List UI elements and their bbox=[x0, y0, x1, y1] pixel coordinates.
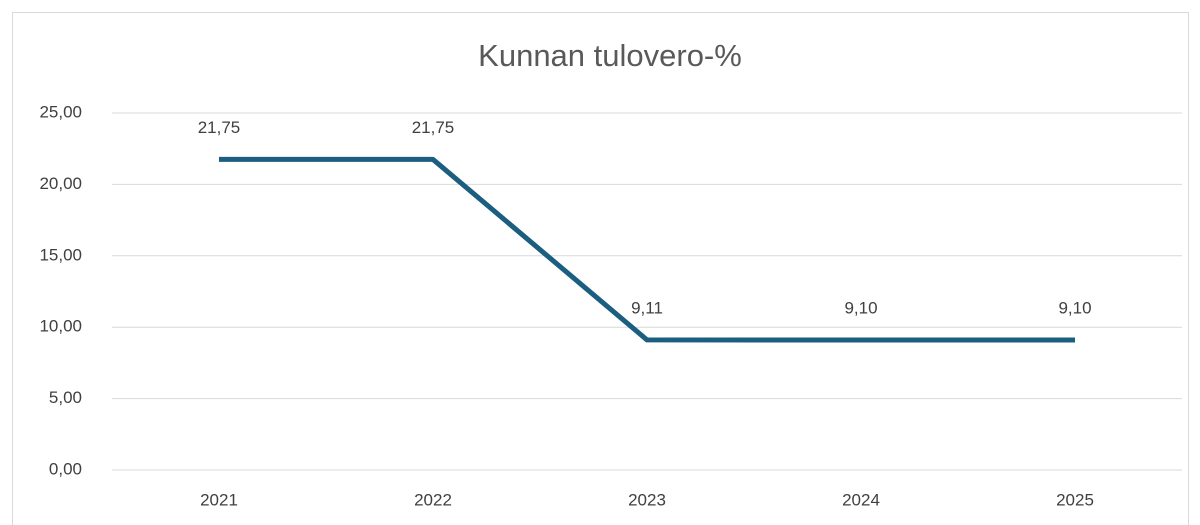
y-tick-label: 25,00 bbox=[39, 102, 82, 121]
y-tick-label: 15,00 bbox=[39, 245, 82, 264]
x-tick-label: 2023 bbox=[628, 490, 666, 509]
data-label: 9,10 bbox=[844, 299, 877, 318]
data-label: 9,11 bbox=[631, 298, 663, 317]
x-tick-label: 2022 bbox=[414, 490, 452, 509]
y-tick-label: 5,00 bbox=[49, 388, 82, 407]
chart-border bbox=[12, 12, 1189, 525]
line bbox=[219, 156, 1075, 343]
y-tick-label: 20,00 bbox=[39, 174, 82, 193]
y-tick-label: 10,00 bbox=[39, 317, 82, 336]
y-tick-label: 0,00 bbox=[49, 459, 82, 478]
x-tick-label: 2021 bbox=[200, 490, 238, 509]
x-tick-label: 2025 bbox=[1056, 490, 1094, 509]
data-label: 21,75 bbox=[412, 118, 455, 137]
data-label: 21,75 bbox=[198, 118, 241, 137]
chart-title: Kunnan tulovero-% bbox=[478, 38, 742, 73]
data-label: 9,10 bbox=[1058, 299, 1091, 318]
x-tick-label: 2024 bbox=[842, 490, 880, 509]
